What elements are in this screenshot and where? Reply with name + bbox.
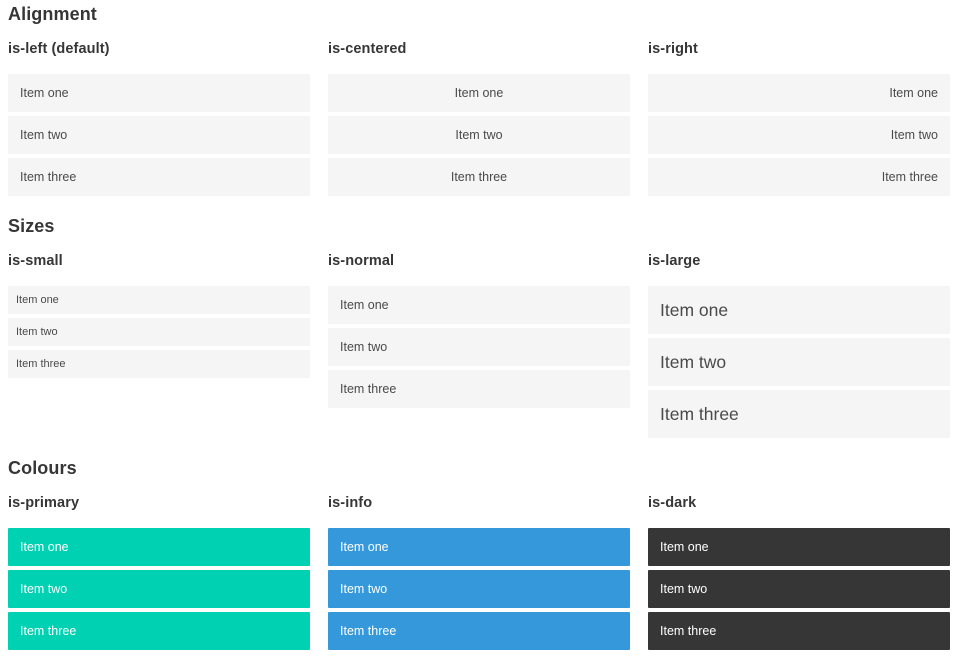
section-title: Sizes	[8, 216, 55, 236]
list-item[interactable]: Item three	[328, 158, 630, 196]
demo-column-is-left: is-left (default) Item one Item two Item…	[8, 41, 310, 196]
column-heading: is-dark	[648, 495, 697, 511]
list-item[interactable]: Item two	[648, 570, 950, 608]
list-item[interactable]: Item three	[8, 350, 310, 378]
list-item[interactable]: Item two	[648, 116, 950, 154]
demo-column-is-centered: is-centered Item one Item two Item three	[328, 41, 630, 196]
list-item[interactable]: Item two	[8, 318, 310, 346]
list-item[interactable]: Item one	[648, 74, 950, 112]
item-list: Item one Item two Item three	[328, 74, 630, 196]
item-list: Item one Item two Item three	[648, 74, 950, 196]
list-item[interactable]: Item one	[8, 528, 310, 566]
column-heading: is-centered	[328, 41, 407, 57]
list-item[interactable]: Item three	[648, 612, 950, 650]
item-list: Item one Item two Item three	[328, 286, 630, 408]
list-item[interactable]: Item one	[648, 528, 950, 566]
list-item[interactable]: Item one	[328, 286, 630, 324]
item-list: Item one Item two Item three	[8, 528, 310, 650]
demo-page: Alignment is-left (default) Item one Ite…	[8, 4, 950, 650]
column-heading: is-normal	[328, 253, 395, 269]
column-heading: is-right	[648, 41, 698, 57]
demo-column-is-right: is-right Item one Item two Item three	[648, 41, 950, 196]
item-list: Item one Item two Item three	[328, 528, 630, 650]
list-item[interactable]: Item three	[328, 370, 630, 408]
demo-section: Sizes is-small Item one Item two Item th…	[8, 216, 950, 438]
list-item[interactable]: Item two	[328, 116, 630, 154]
list-item[interactable]: Item one	[8, 74, 310, 112]
list-item[interactable]: Item one	[648, 286, 950, 334]
demo-column-is-normal: is-normal Item one Item two Item three	[328, 253, 630, 408]
list-item[interactable]: Item two	[8, 570, 310, 608]
column-heading: is-small	[8, 253, 63, 269]
list-item[interactable]: Item three	[648, 158, 950, 196]
item-list: Item one Item two Item three	[8, 286, 310, 378]
demo-column-is-dark: is-dark Item one Item two Item three	[648, 495, 950, 650]
list-item[interactable]: Item two	[648, 338, 950, 386]
section-grid: is-primary Item one Item two Item three …	[8, 495, 950, 650]
column-heading: is-large	[648, 253, 701, 269]
column-heading: is-left (default)	[8, 41, 110, 57]
list-item[interactable]: Item one	[328, 74, 630, 112]
list-item[interactable]: Item two	[328, 570, 630, 608]
list-item[interactable]: Item two	[328, 328, 630, 366]
section-grid: is-small Item one Item two Item three is…	[8, 253, 950, 438]
demo-column-is-large: is-large Item one Item two Item three	[648, 253, 950, 438]
demo-column-is-small: is-small Item one Item two Item three	[8, 253, 310, 378]
demo-column-is-primary: is-primary Item one Item two Item three	[8, 495, 310, 650]
list-item[interactable]: Item two	[8, 116, 310, 154]
demo-section: Alignment is-left (default) Item one Ite…	[8, 4, 950, 196]
demo-section: Colours is-primary Item one Item two Ite…	[8, 458, 950, 650]
list-item[interactable]: Item three	[648, 390, 950, 438]
list-item[interactable]: Item three	[8, 612, 310, 650]
column-heading: is-primary	[8, 495, 80, 511]
item-list: Item one Item two Item three	[8, 74, 310, 196]
item-list: Item one Item two Item three	[648, 286, 950, 438]
list-item[interactable]: Item three	[328, 612, 630, 650]
section-title: Alignment	[8, 4, 97, 24]
section-grid: is-left (default) Item one Item two Item…	[8, 41, 950, 196]
list-item[interactable]: Item one	[8, 286, 310, 314]
column-heading: is-info	[328, 495, 373, 511]
section-title: Colours	[8, 458, 77, 478]
demo-column-is-info: is-info Item one Item two Item three	[328, 495, 630, 650]
list-item[interactable]: Item one	[328, 528, 630, 566]
list-item[interactable]: Item three	[8, 158, 310, 196]
item-list: Item one Item two Item three	[648, 528, 950, 650]
